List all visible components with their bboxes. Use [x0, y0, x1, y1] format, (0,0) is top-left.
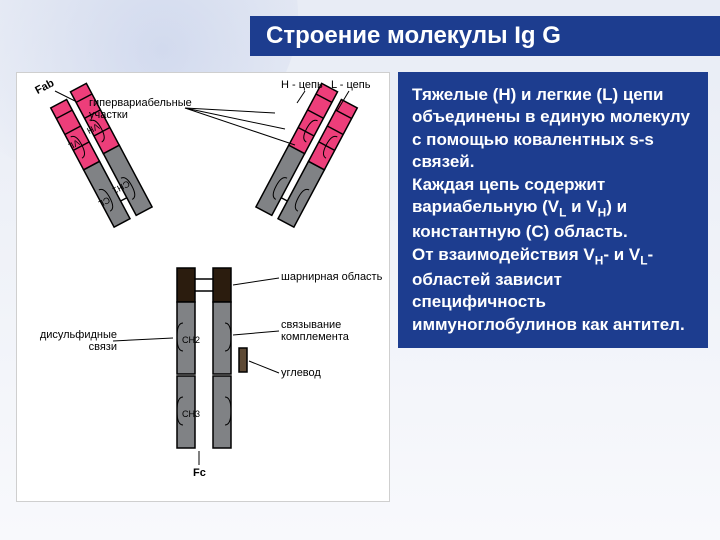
- carbohydrate-block: [239, 348, 247, 372]
- label-h-chain: H - цепь: [281, 79, 323, 91]
- desc-para-2: Каждая цепь содержит вариабельную (VL и …: [412, 174, 694, 244]
- seg-ch2-right: [213, 302, 231, 374]
- label-carbohydrate: углевод: [281, 367, 321, 379]
- label-disulfide: дисульфидные связи: [27, 329, 117, 353]
- p2b: и V: [566, 197, 597, 216]
- seg-ch3-right: [213, 376, 231, 448]
- label-complement: связывание комплемента: [281, 319, 381, 343]
- hinge-left: [177, 268, 195, 302]
- p3b: - и V: [603, 245, 640, 264]
- label-l-chain: L - цепь: [331, 79, 370, 91]
- desc-para-1: Тяжелые (H) и легкие (L) цепи объединены…: [412, 84, 694, 174]
- lbl-ch3: CH3: [182, 409, 200, 419]
- hinge-right: [213, 268, 231, 302]
- label-hinge: шарнирная область: [281, 271, 382, 283]
- label-hypervariable: гипервариабельные участки: [89, 97, 199, 121]
- lbl-ch2: CH2: [182, 335, 200, 345]
- antibody-svg: VL CL VH CH1: [17, 73, 391, 503]
- desc-para-3: От взаимодействия VH- и VL-областей зави…: [412, 244, 694, 336]
- p3a: От взаимодействия V: [412, 245, 595, 264]
- page-title: Строение молекулы Ig G: [266, 22, 561, 50]
- antibody-diagram-panel: VL CL VH CH1: [16, 72, 390, 502]
- label-fc: Fc: [193, 467, 206, 479]
- p3subL: L: [640, 253, 647, 267]
- title-bar: Строение молекулы Ig G: [250, 16, 720, 56]
- description-panel: Тяжелые (H) и легкие (L) цепи объединены…: [398, 72, 708, 348]
- p2subH: H: [598, 206, 607, 220]
